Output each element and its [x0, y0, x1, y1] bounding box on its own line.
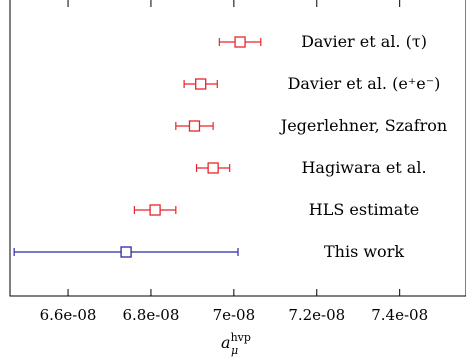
- data-marks: [13, 36, 262, 258]
- x-tick-label: 6.8e-08: [123, 306, 180, 324]
- x-axis-label: ahvp μ: [221, 331, 251, 357]
- row-label: HLS estimate: [309, 200, 419, 219]
- x-axis-label-sub: μ: [231, 344, 238, 357]
- row-label: Davier et al. (e⁺e⁻): [288, 74, 441, 93]
- x-tick-label: 7e-08: [213, 306, 256, 324]
- row-label: Hagiwara et al.: [301, 158, 426, 177]
- row-label: This work: [324, 242, 404, 261]
- x-tick-label: 6.6e-08: [40, 306, 97, 324]
- data-point-marker: [188, 120, 201, 132]
- data-point-marker: [234, 36, 246, 48]
- data-point-marker: [195, 78, 207, 90]
- data-point-marker: [120, 246, 132, 258]
- row-labels: Davier et al. (τ) Davier et al. (e⁺e⁻) Jeg…: [279, 32, 447, 261]
- data-point-marker: [207, 162, 219, 174]
- data-point-marker: [149, 204, 161, 216]
- row-label: Jegerlehner, Szafron: [279, 116, 447, 135]
- x-tick-label: 7.2e-08: [288, 306, 345, 324]
- plot-frame: [9, 0, 466, 297]
- x-axis-label-base: a: [221, 333, 231, 352]
- x-ticks: 6.6e-08 6.8e-08 7e-08 7.2e-08 7.4e-08: [40, 0, 428, 324]
- row-label: Davier et al. (τ): [301, 32, 427, 51]
- x-axis-label-sup: hvp: [231, 331, 251, 344]
- x-tick-label: 7.4e-08: [371, 306, 428, 324]
